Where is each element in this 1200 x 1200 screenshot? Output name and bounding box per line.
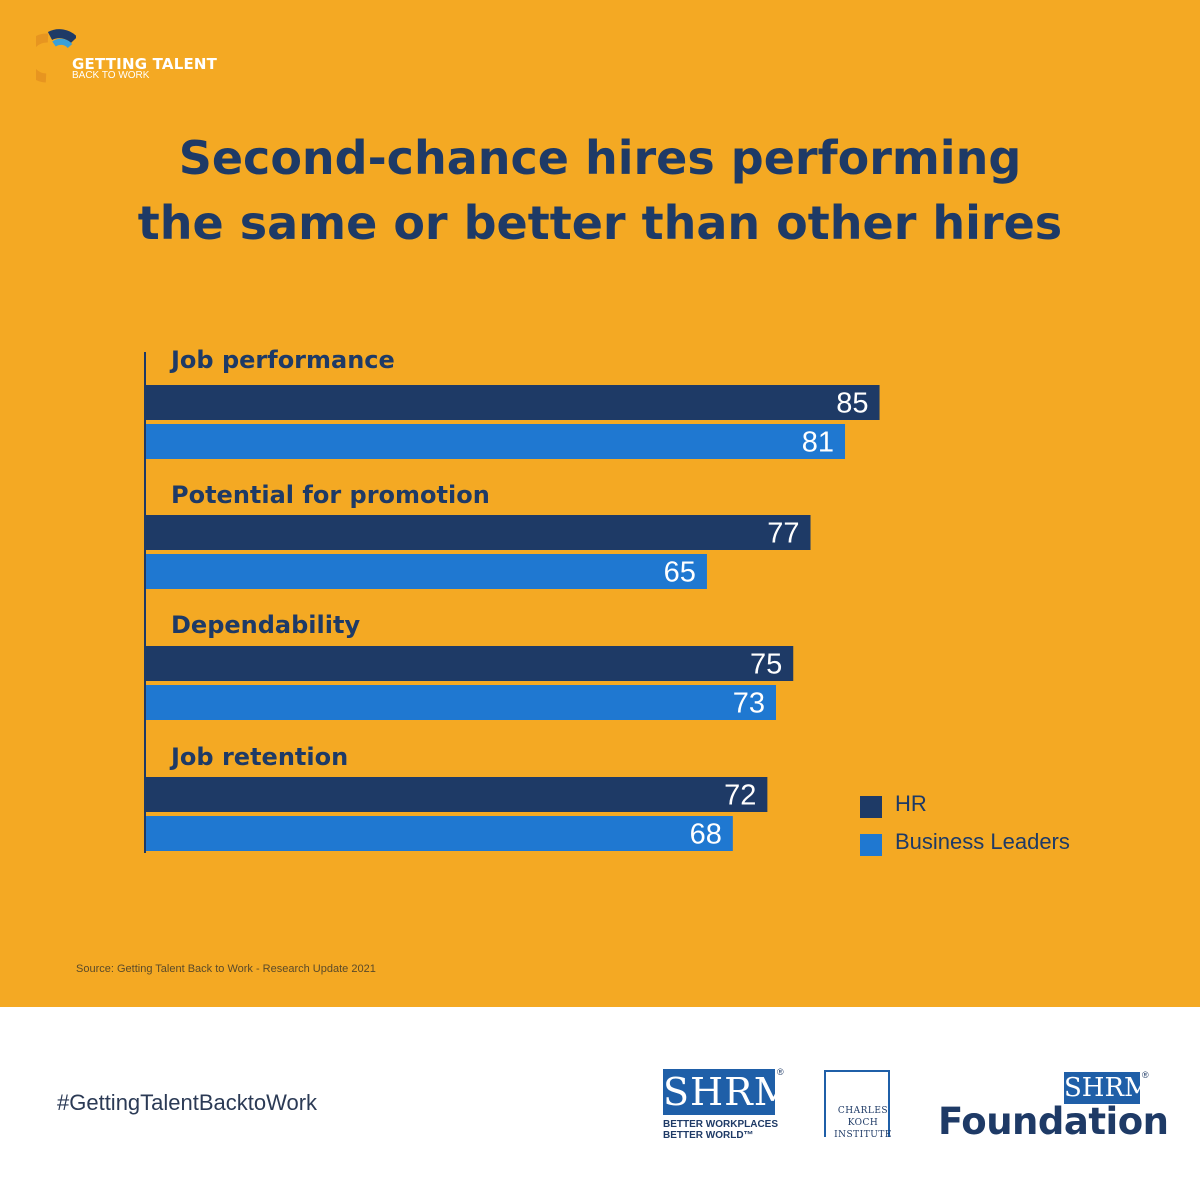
bar-hr	[146, 515, 811, 550]
bar-value-label: 65	[664, 557, 696, 589]
legend-swatch-hr	[860, 796, 882, 818]
bar-hr	[146, 777, 768, 812]
bar-value-label: 75	[750, 649, 782, 681]
category-label: Dependability	[171, 611, 360, 639]
bar-value-label: 73	[733, 688, 765, 720]
hashtag-text: #GettingTalentBacktoWork	[57, 1090, 318, 1115]
cki-line1: CHARLES	[837, 1106, 889, 1116]
infographic-background: GETTING TALENT BACK TO WORK Second-chanc…	[0, 0, 1200, 1007]
shrm-logo: SHRM ® BETTER WORKPLACES BETTER WORLD™	[663, 1067, 794, 1141]
bar-value-label: 68	[690, 819, 722, 851]
brand-arc-icon	[36, 29, 76, 83]
charles-koch-institute-logo: CHARLES KOCH INSTITUTE	[824, 1070, 891, 1140]
cki-line2: KOCH	[847, 1118, 879, 1128]
bar-business-leaders	[146, 554, 707, 589]
bar-business-leaders	[146, 685, 776, 720]
chart-title-line2: the same or better than other hires	[137, 196, 1063, 250]
legend-swatch-business-leaders	[860, 834, 882, 856]
category-label: Job retention	[169, 743, 348, 771]
bar-value-label: 77	[767, 518, 799, 550]
bar-business-leaders	[146, 816, 733, 851]
bar-value-label: 72	[724, 780, 756, 812]
chart-title: Second-chance hires performing the same …	[0, 126, 1200, 256]
shrm-tagline-line2: BETTER WORLD™	[663, 1130, 754, 1141]
source-note: Source: Getting Talent Back to Work - Re…	[76, 963, 376, 975]
chart-title-line1: Second-chance hires performing	[178, 131, 1022, 185]
footer-bar	[0, 1007, 1200, 1200]
bar-value-label: 81	[802, 427, 834, 459]
bar-business-leaders	[146, 424, 846, 459]
cki-line3: INSTITUTE	[834, 1130, 892, 1140]
cki-text: CHARLES KOCH INSTITUTE	[834, 1105, 892, 1141]
legend-label-hr: HR	[895, 791, 927, 816]
shrm-foundation-wordmark: SHRM	[1064, 1072, 1151, 1104]
shrm-wordmark: SHRM	[663, 1069, 794, 1115]
foundation-text: Foundation	[938, 1100, 1169, 1143]
registered-mark: ®	[777, 1067, 784, 1077]
category-label: Job performance	[169, 346, 395, 374]
foundation-registered-mark: ®	[1142, 1070, 1149, 1080]
shrm-tagline-line1: BETTER WORKPLACES	[663, 1119, 778, 1130]
bar-value-label: 85	[836, 388, 868, 420]
bar-hr	[146, 385, 880, 420]
brand-logo: GETTING TALENT BACK TO WORK	[36, 28, 256, 94]
category-label: Potential for promotion	[171, 481, 490, 509]
legend-label-business-leaders: Business Leaders	[895, 829, 1070, 854]
brand-subtitle: BACK TO WORK	[72, 70, 150, 81]
shrm-tagline: BETTER WORKPLACES BETTER WORLD™	[663, 1119, 778, 1141]
bar-hr	[146, 646, 794, 681]
brand-title: GETTING TALENT	[72, 55, 218, 73]
